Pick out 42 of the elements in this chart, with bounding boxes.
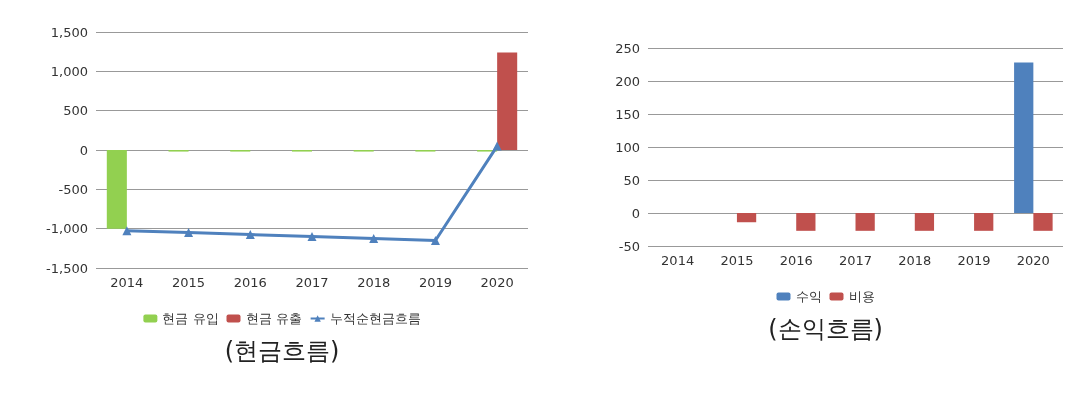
y-tick-label: -500: [58, 181, 88, 197]
x-tick-label: 2015: [720, 253, 754, 268]
legend-label: 누적순현금흐름: [329, 311, 421, 326]
y-tick-label: -1,500: [46, 260, 88, 276]
point: [307, 232, 317, 242]
y-tick-label: 100: [615, 139, 640, 155]
y-tick-label: 500: [63, 103, 88, 119]
point: [430, 235, 440, 245]
x-tick-label: 2016: [779, 253, 813, 268]
x-tick-label: 2018: [898, 253, 932, 268]
x-tick-label: 2014: [110, 275, 144, 290]
x-tick-label: 2015: [172, 275, 206, 290]
y-tick-label: 1,000: [50, 63, 88, 79]
x-tick-label: 2014: [661, 253, 695, 268]
y-tick-label: 200: [615, 73, 640, 89]
x-tick-label: 2020: [480, 275, 514, 290]
y-tick-label: 0: [79, 142, 88, 158]
legend-label: 수익: [795, 289, 822, 304]
legend-label: 현금 유입: [162, 311, 219, 326]
point: [184, 228, 194, 238]
x-tick-label: 2017: [838, 253, 873, 268]
text: (손익흐름): [768, 315, 883, 343]
y-tick-label: 150: [615, 106, 640, 122]
point: [492, 141, 502, 151]
y-tick-label: -1,000: [46, 221, 88, 237]
y-tick-label: 0: [631, 205, 640, 221]
text: (현금흐름): [224, 337, 340, 365]
point: [245, 230, 255, 240]
y-tick-label: 50: [623, 172, 640, 188]
y-tick-label: 1,500: [50, 24, 88, 40]
x-tick-label: 2017: [295, 275, 329, 290]
x-tick-label: 2019: [418, 275, 452, 290]
point: [369, 234, 379, 243]
y-tick-label: -50: [618, 238, 640, 254]
x-tick-label: 2019: [957, 253, 991, 268]
x-tick-label: 2018: [357, 275, 391, 290]
legend-label: 현금 유출: [245, 311, 302, 326]
x-tick-label: 2020: [1016, 253, 1050, 268]
x-tick-label: 2016: [233, 275, 267, 290]
point: [122, 226, 132, 236]
legend-label: 비용: [848, 289, 875, 304]
y-tick-label: 250: [615, 40, 640, 56]
